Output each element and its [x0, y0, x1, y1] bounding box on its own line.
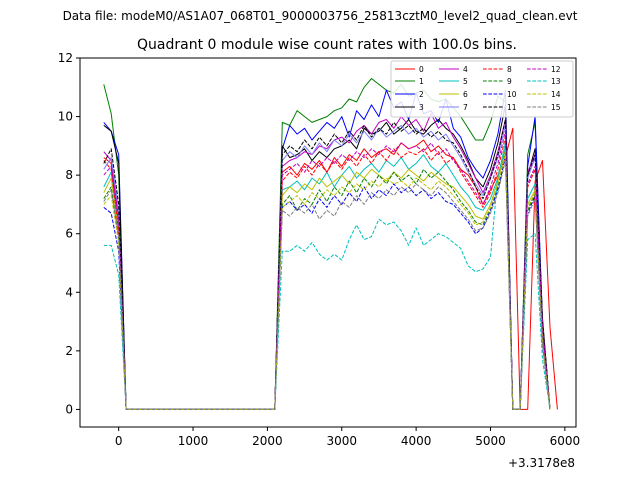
x-tick-label-0: 0 [115, 434, 123, 448]
legend-label-13: 13 [551, 77, 561, 86]
y-tick-label-2: 2 [65, 344, 73, 358]
y-tick-label-4: 4 [65, 285, 73, 299]
legend-label-4: 4 [463, 65, 468, 74]
legend-entry-9[interactable]: 9 [483, 77, 512, 86]
x-tick-label-6000: 6000 [550, 434, 581, 448]
x-axis: 0 1000 2000 3000 4000 5000 6000 [115, 427, 580, 448]
y-tick-label-0: 0 [65, 402, 73, 416]
legend-entry-5[interactable]: 5 [439, 77, 468, 86]
legend-entry-4[interactable]: 4 [439, 65, 468, 74]
legend-entry-11[interactable]: 11 [483, 103, 517, 112]
legend-entry-13[interactable]: 13 [527, 77, 561, 86]
series-line-12 [103, 130, 551, 410]
legend-label-14: 14 [551, 90, 561, 99]
legend-entry-7[interactable]: 7 [439, 103, 468, 112]
legend-entry-12[interactable]: 12 [527, 65, 561, 74]
legend-label-3: 3 [419, 103, 424, 112]
legend-label-1: 1 [419, 77, 424, 86]
legend-entry-8[interactable]: 8 [483, 65, 512, 74]
legend-entry-15[interactable]: 15 [527, 103, 561, 112]
legend-label-8: 8 [507, 65, 512, 74]
legend-entry-3[interactable]: 3 [395, 103, 424, 112]
axes-frame [79, 57, 577, 428]
legend-label-9: 9 [507, 77, 512, 86]
series-line-15 [103, 160, 551, 410]
y-tick-label-6: 6 [65, 227, 73, 241]
legend-entry-0[interactable]: 0 [395, 65, 424, 74]
legend-entry-2[interactable]: 2 [395, 90, 424, 99]
figure-suptitle: Data file: modeM0/AS1A07_068T01_90000037… [63, 9, 578, 23]
x-tick-label-3000: 3000 [326, 434, 357, 448]
y-tick-label-10: 10 [58, 110, 73, 124]
series-line-10 [103, 157, 551, 410]
legend-label-2: 2 [419, 90, 424, 99]
series-layer [103, 78, 558, 410]
x-tick-label-5000: 5000 [475, 434, 506, 448]
y-axis: 0 2 4 6 8 10 12 [58, 51, 80, 416]
legend-label-12: 12 [551, 65, 561, 74]
legend-box [390, 60, 574, 118]
y-tick-label-8: 8 [65, 168, 73, 182]
y-tick-label-12: 12 [58, 51, 73, 65]
legend-label-0: 0 [419, 65, 424, 74]
legend-label-11: 11 [507, 103, 517, 112]
x-tick-label-4000: 4000 [401, 434, 432, 448]
legend-label-5: 5 [463, 77, 468, 86]
x-tick-label-1000: 1000 [178, 434, 209, 448]
legend-label-10: 10 [507, 90, 517, 99]
legend-entry-6[interactable]: 6 [439, 90, 468, 99]
legend-entry-10[interactable]: 10 [483, 90, 517, 99]
x-offset-label: +3.3178e8 [508, 456, 575, 470]
legend-label-6: 6 [463, 90, 468, 99]
legend-label-15: 15 [551, 103, 561, 112]
legend-entry-14[interactable]: 14 [527, 90, 561, 99]
legend-entry-1[interactable]: 1 [395, 77, 424, 86]
legend-label-7: 7 [463, 103, 468, 112]
axes-background [80, 58, 576, 427]
chart-title: Quadrant 0 module wise count rates with … [137, 37, 517, 53]
x-tick-label-2000: 2000 [252, 434, 283, 448]
